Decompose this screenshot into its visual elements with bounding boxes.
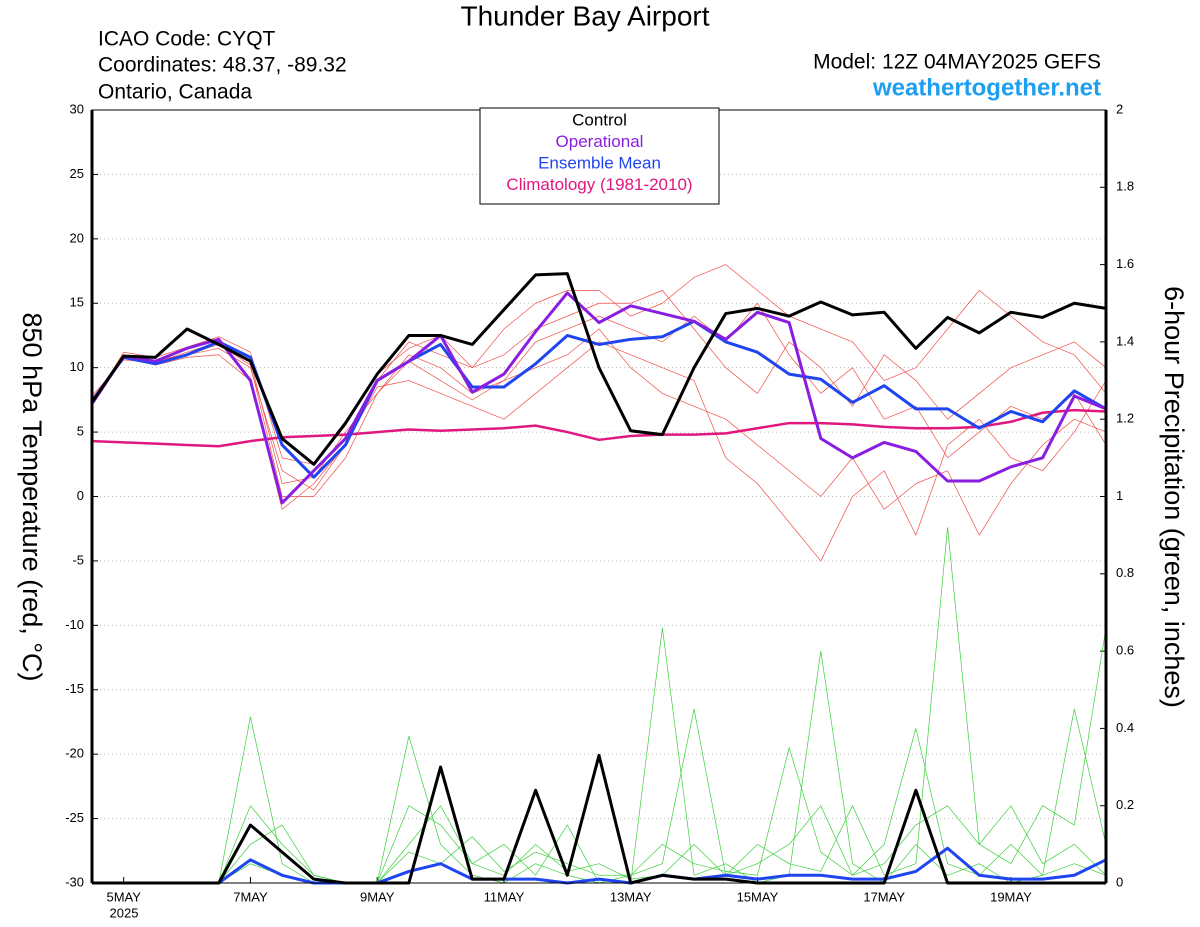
- x-tick-label: 11MAY: [484, 889, 525, 904]
- y2-tick-label: 2: [1116, 101, 1123, 116]
- x-tick-label: 13MAY: [610, 889, 652, 904]
- y2-tick-label: 0.8: [1116, 565, 1134, 580]
- site-label: weathertogether.net: [872, 74, 1101, 101]
- y2-tick-label: 1.4: [1116, 333, 1134, 348]
- x-tick-label: 19MAY: [990, 889, 1032, 904]
- x-tick-label: 9MAY: [360, 889, 395, 904]
- series-line: [90, 272, 1107, 466]
- legend-entry: Climatology (1981-2010): [506, 175, 692, 194]
- series-line: [92, 527, 1107, 884]
- legend-box: [479, 107, 720, 205]
- y2-tick-label: 0.6: [1116, 643, 1134, 658]
- series-line: [90, 291, 1107, 505]
- series-line: [92, 753, 1106, 885]
- model-label: Model: 12Z 04MAY2025 GEFS: [813, 51, 1101, 74]
- y2-tick-label: 0: [1116, 874, 1123, 889]
- y-tick-label: -10: [65, 617, 84, 632]
- y2-tick-label: 0.2: [1116, 797, 1134, 812]
- series-line: [90, 319, 1107, 479]
- y-tick-label: 5: [77, 424, 84, 439]
- y-tick-label: -20: [65, 746, 84, 761]
- y2-tick-label: 1.2: [1116, 411, 1134, 426]
- year-label: 2025: [110, 905, 139, 920]
- y2-axis-label: 6-hour Precipitation (green, inches): [1159, 286, 1189, 708]
- x-tick-label: 5MAY: [106, 889, 141, 904]
- series-line: [92, 708, 1107, 884]
- legend-entry: Control: [572, 110, 627, 129]
- series-line: [92, 627, 1107, 884]
- series-line: [92, 846, 1107, 885]
- y2-tick-label: 0.4: [1116, 720, 1134, 735]
- y2-tick-label: 1: [1116, 488, 1123, 503]
- chart-title: Thunder Bay Airport: [460, 0, 709, 31]
- y-tick-label: 0: [77, 488, 84, 503]
- y-tick-label: -15: [65, 681, 84, 696]
- y-tick-label: 30: [70, 101, 84, 116]
- series-line: [91, 264, 1107, 491]
- x-tick-label: 7MAY: [233, 889, 268, 904]
- series-line: [91, 328, 1107, 536]
- y2-tick-label: 1.6: [1116, 256, 1134, 271]
- y-tick-label: 20: [70, 230, 84, 245]
- y-axis-label: 850 hPa Temperature (red, °C): [17, 313, 47, 682]
- y-tick-label: -5: [72, 552, 84, 567]
- info-line: ICAO Code: CYQT: [98, 28, 276, 51]
- y-tick-label: 25: [70, 166, 84, 181]
- info-line: Coordinates: 48.37, -89.32: [98, 54, 347, 77]
- y-tick-label: 10: [70, 359, 84, 374]
- y-tick-label: 15: [70, 295, 84, 310]
- legend-entry: Ensemble Mean: [538, 153, 661, 172]
- y-tick-label: -25: [65, 810, 84, 825]
- info-line: Ontario, Canada: [98, 81, 252, 104]
- y2-tick-label: 1.8: [1116, 179, 1134, 194]
- series-line: [91, 408, 1107, 448]
- legend-entry: Operational: [556, 132, 644, 151]
- series-line: [91, 302, 1107, 484]
- x-tick-label: 15MAY: [737, 889, 779, 904]
- x-tick-label: 17MAY: [863, 889, 905, 904]
- y-tick-label: -30: [65, 874, 84, 889]
